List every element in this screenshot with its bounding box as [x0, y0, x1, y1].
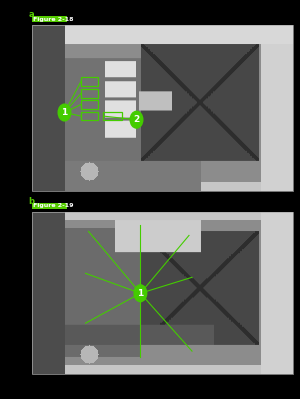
Circle shape	[58, 104, 71, 121]
Text: a: a	[28, 10, 34, 19]
Bar	[32, 212, 293, 374]
Text: 1: 1	[137, 289, 143, 298]
Bar	[32, 25, 293, 191]
Bar	[81, 100, 98, 109]
Text: b: b	[28, 197, 34, 206]
Bar	[103, 112, 122, 120]
Bar	[32, 16, 67, 22]
Text: Figure 2-18: Figure 2-18	[33, 17, 74, 22]
Text: 1: 1	[61, 108, 68, 117]
Bar	[81, 77, 98, 86]
Bar	[81, 112, 98, 120]
Circle shape	[130, 111, 143, 128]
Text: 2: 2	[134, 115, 140, 124]
Text: Figure 2-19: Figure 2-19	[33, 203, 74, 208]
Bar	[32, 203, 67, 209]
Bar	[81, 89, 98, 98]
Circle shape	[134, 285, 147, 302]
